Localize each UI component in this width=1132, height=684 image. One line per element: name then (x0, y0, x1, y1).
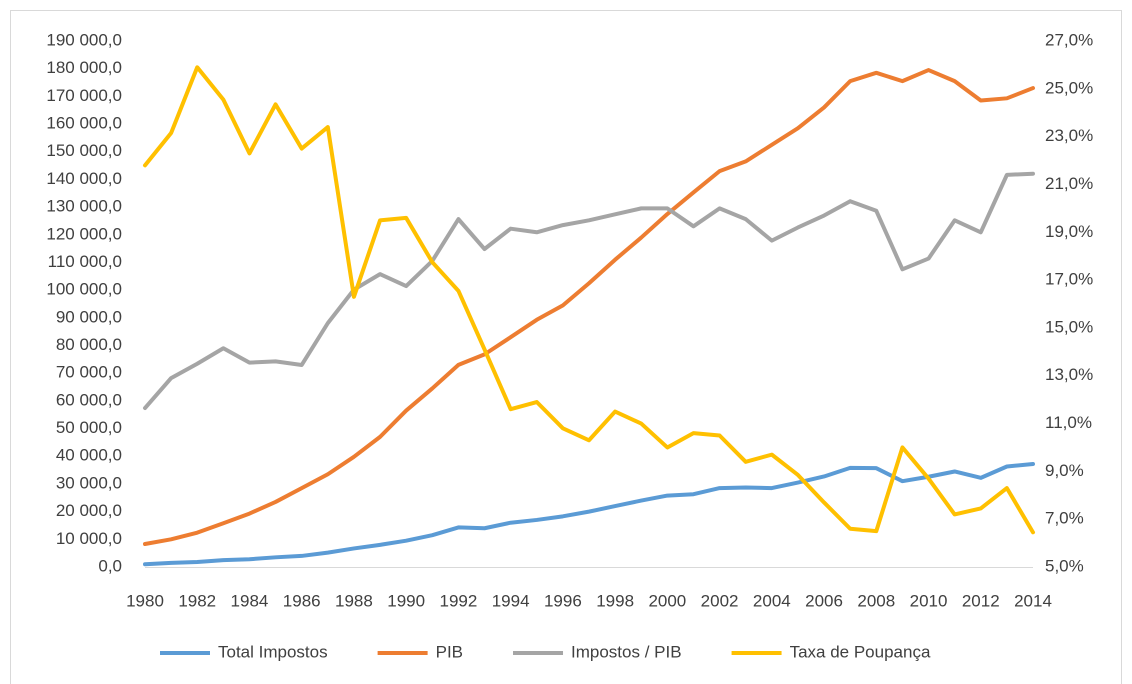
y2-tick-label: 13,0% (1045, 365, 1093, 384)
y2-tick-label: 9,0% (1045, 461, 1084, 480)
y-tick-label: 60 000,0 (56, 390, 122, 409)
x-tick-label: 2012 (962, 591, 1000, 610)
y2-tick-label: 15,0% (1045, 317, 1093, 336)
x-tick-label: 2002 (701, 591, 739, 610)
x-tick-label: 1988 (335, 591, 373, 610)
x-tick-label: 2010 (910, 591, 948, 610)
y-tick-label: 40 000,0 (56, 446, 122, 465)
legend-label: PIB (436, 642, 463, 661)
y2-tick-label: 21,0% (1045, 174, 1093, 193)
y-tick-label: 50 000,0 (56, 418, 122, 437)
y2-tick-label: 11,0% (1045, 413, 1092, 432)
x-tick-label: 1998 (596, 591, 634, 610)
series-line (143, 68, 1035, 547)
y2-tick-label: 17,0% (1045, 270, 1093, 289)
x-tick-label: 1992 (439, 591, 477, 610)
y2-tick-label: 7,0% (1045, 509, 1084, 528)
y-tick-label: 90 000,0 (56, 307, 122, 326)
y2-tick-label: 19,0% (1045, 222, 1093, 241)
legend-label: Taxa de Poupança (790, 642, 931, 661)
series-line (143, 171, 1035, 411)
x-tick-label: 1982 (178, 591, 216, 610)
chart-border (10, 10, 1122, 684)
series-line (143, 65, 1035, 535)
y-tick-label: 160 000,0 (46, 114, 122, 133)
x-tick-label: 2000 (648, 591, 686, 610)
x-tick-label: 2004 (753, 591, 791, 610)
y-tick-label: 0,0 (98, 556, 122, 575)
x-tick-label: 2014 (1014, 591, 1052, 610)
legend-label: Total Impostos (218, 642, 328, 661)
y2-tick-label: 5,0% (1045, 556, 1084, 575)
y-tick-label: 180 000,0 (46, 58, 122, 77)
x-tick-label: 1996 (544, 591, 582, 610)
y2-tick-label: 23,0% (1045, 126, 1093, 145)
y-tick-label: 100 000,0 (46, 280, 122, 299)
y-tick-label: 10 000,0 (56, 529, 122, 548)
y-tick-label: 190 000,0 (46, 30, 122, 49)
x-tick-label: 1984 (231, 591, 269, 610)
y-tick-label: 140 000,0 (46, 169, 122, 188)
x-tick-label: 2006 (805, 591, 843, 610)
y2-tick-label: 25,0% (1045, 78, 1093, 97)
y-tick-label: 30 000,0 (56, 473, 122, 492)
series-line (143, 462, 1035, 567)
x-tick-label: 1986 (283, 591, 321, 610)
y2-tick-label: 27,0% (1045, 30, 1093, 49)
legend-label: Impostos / PIB (571, 642, 682, 661)
y-tick-label: 20 000,0 (56, 501, 122, 520)
y-tick-label: 80 000,0 (56, 335, 122, 354)
y-tick-label: 110 000,0 (48, 252, 122, 271)
y-tick-label: 170 000,0 (46, 86, 122, 105)
y-tick-label: 70 000,0 (56, 363, 122, 382)
y-tick-label: 150 000,0 (46, 141, 122, 160)
x-tick-label: 1990 (387, 591, 425, 610)
x-tick-label: 1980 (126, 591, 164, 610)
x-tick-label: 1994 (492, 591, 530, 610)
y-tick-label: 120 000,0 (46, 224, 122, 243)
y-tick-label: 130 000,0 (46, 197, 122, 216)
x-tick-label: 2008 (857, 591, 895, 610)
